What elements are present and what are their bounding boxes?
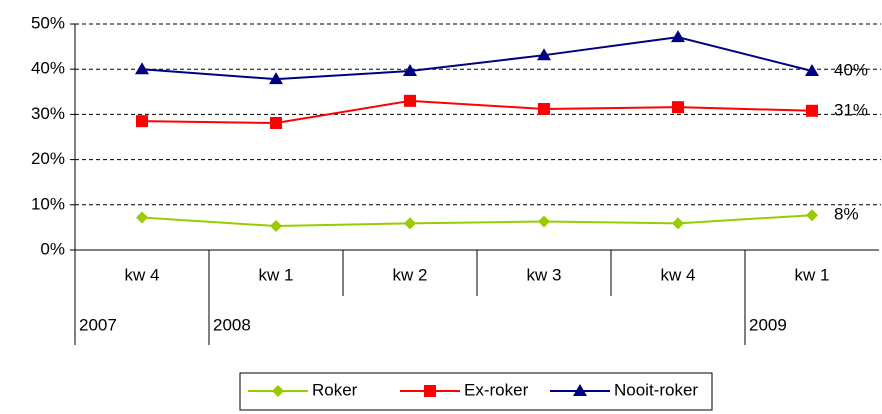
- legend-marker: [272, 385, 284, 397]
- x-group-label: 2009: [749, 315, 787, 334]
- data-point: [403, 64, 417, 77]
- data-point: [136, 211, 148, 224]
- data-point: [805, 64, 819, 77]
- series-line: [141, 214, 813, 228]
- data-point: [806, 104, 818, 117]
- y-tick-label: 0%: [40, 239, 65, 258]
- y-tick-label: 20%: [31, 149, 65, 168]
- data-point: [136, 115, 148, 128]
- data-point: [270, 220, 282, 233]
- x-tick-label: kw 3: [527, 265, 562, 284]
- series-line: [141, 99, 813, 124]
- y-tick-label: 50%: [31, 13, 65, 32]
- data-point: [538, 102, 550, 115]
- y-tick-label: 40%: [31, 59, 65, 78]
- data-point: [404, 94, 416, 107]
- data-point: [135, 62, 149, 75]
- data-point: [269, 72, 283, 85]
- data-point: [672, 101, 684, 114]
- series-line: [141, 36, 813, 81]
- x-tick-label: kw 4: [661, 265, 696, 284]
- data-point: [270, 116, 282, 129]
- data-label: 40%: [834, 60, 868, 79]
- x-tick-label: kw 1: [795, 265, 830, 284]
- legend-label: Roker: [312, 380, 358, 399]
- data-point: [672, 217, 684, 230]
- x-tick-label: kw 4: [125, 265, 160, 284]
- data-point: [806, 209, 818, 222]
- legend-box: [239, 372, 713, 411]
- legend-marker: [424, 385, 436, 397]
- legend-marker: [573, 384, 587, 396]
- data-label: 31%: [834, 100, 868, 119]
- data-label: 8%: [834, 205, 859, 224]
- x-group-label: 2008: [213, 315, 251, 334]
- x-tick-label: kw 2: [393, 265, 428, 284]
- data-point: [537, 48, 551, 61]
- data-point: [671, 30, 685, 43]
- data-point: [404, 217, 416, 230]
- legend-label: Nooit-roker: [614, 380, 698, 399]
- x-tick-label: kw 1: [259, 265, 294, 284]
- legend-label: Ex-roker: [464, 380, 529, 399]
- y-tick-label: 10%: [31, 194, 65, 213]
- y-tick-label: 30%: [31, 104, 65, 123]
- data-point: [538, 215, 550, 228]
- x-group-label: 2007: [79, 315, 117, 334]
